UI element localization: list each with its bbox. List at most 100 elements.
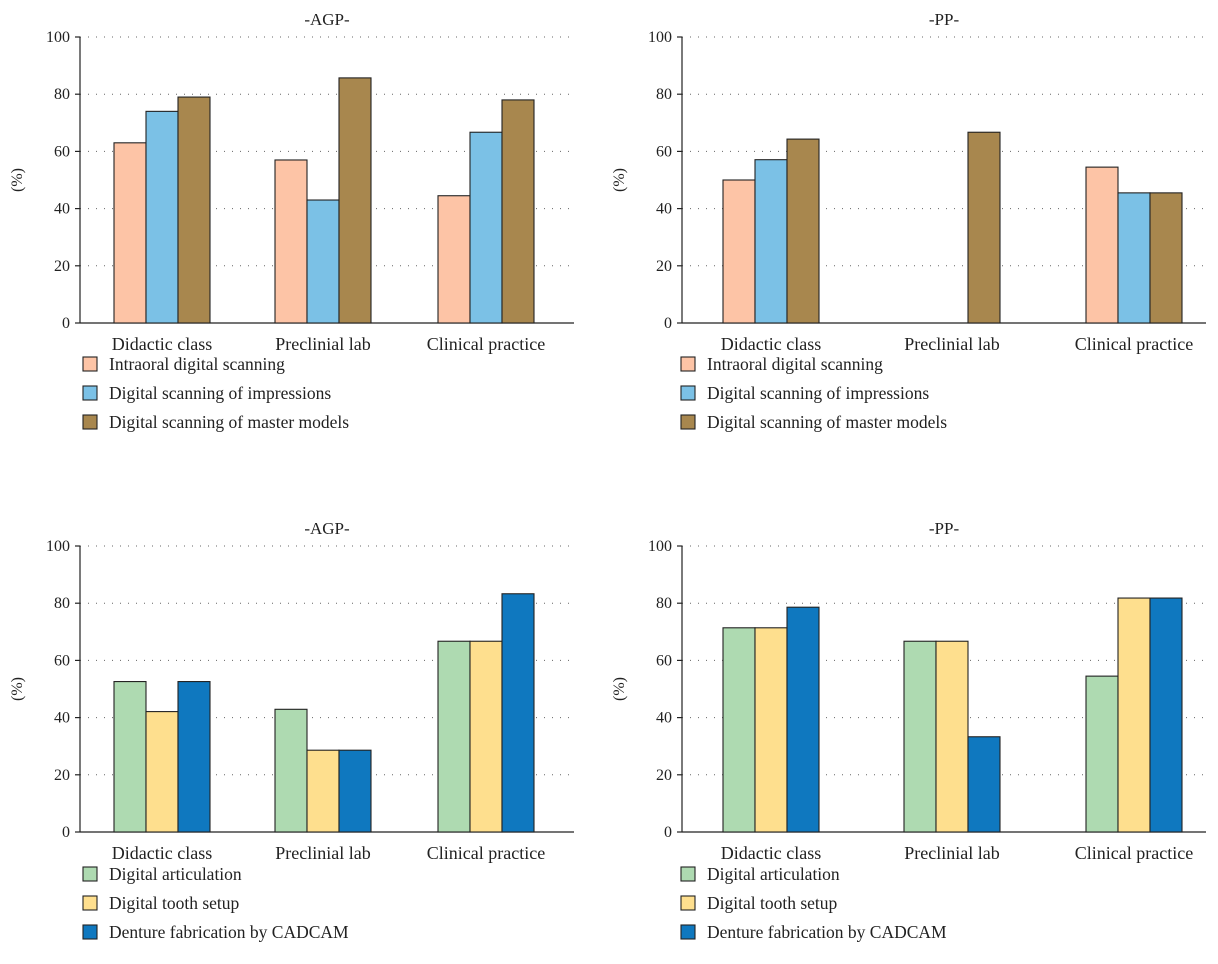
y-tick-label: 20	[54, 258, 70, 275]
legend-swatch	[680, 895, 696, 911]
chart-panel-2: -PP- 0 20 40 60 80 100 (%) Didactic class Preclin…	[611, 10, 1206, 432]
y-tick-label: 100	[648, 538, 672, 555]
y-tick-label: 0	[62, 824, 70, 841]
y-tick-label: 100	[46, 538, 70, 555]
x-category-label: Didactic class	[112, 334, 212, 354]
bar-digital-scanning-of-master-models-1	[338, 77, 372, 324]
y-tick-label: 60	[54, 652, 70, 669]
y-tick-label: 20	[656, 258, 672, 275]
y-tick-label: 20	[54, 767, 70, 784]
x-category-label: Didactic class	[112, 843, 212, 863]
y-tick-label: 80	[656, 595, 672, 612]
legend-label: Digital tooth setup	[109, 893, 240, 913]
legend-label: Digital scanning of impressions	[707, 383, 929, 403]
bar-denture-fabrication-by-cadcam-0	[177, 681, 211, 833]
legend-swatch	[680, 385, 696, 401]
bar-digital-articulation-1	[903, 640, 937, 833]
legend-label: Digital scanning of impressions	[109, 383, 331, 403]
y-tick-label: 40	[54, 710, 70, 727]
chart-panel-1: -AGP- 0 20 40 60 80 100 (%) Didactic class Precli…	[9, 10, 574, 432]
bar-digital-tooth-setup-1	[935, 640, 969, 833]
legend-label: Denture fabrication by CADCAM	[707, 922, 947, 942]
bar-intraoral-digital-scanning-0	[113, 142, 147, 324]
y-tick-label: 40	[656, 201, 672, 218]
x-category-label: Clinical practice	[427, 843, 545, 863]
legend-label: Intraoral digital scanning	[707, 354, 883, 374]
bar-digital-scanning-of-master-models-2	[501, 99, 535, 324]
y-tick-label: 80	[54, 595, 70, 612]
y-tick-label: 60	[656, 652, 672, 669]
chart-title: -AGP-	[304, 519, 350, 538]
y-axis-label: (%)	[611, 677, 628, 701]
y-tick-label: 20	[656, 767, 672, 784]
legend-label: Digital scanning of master models	[109, 412, 349, 432]
legend-swatch	[680, 414, 696, 430]
bar-digital-tooth-setup-0	[145, 711, 179, 833]
y-axis-label: (%)	[611, 168, 628, 192]
legend-swatch	[680, 356, 696, 372]
bar-digital-scanning-of-master-models-2	[1149, 192, 1183, 324]
x-category-label: Clinical practice	[1075, 334, 1193, 354]
bar-intraoral-digital-scanning-2	[1085, 166, 1119, 324]
legend-label: Denture fabrication by CADCAM	[109, 922, 349, 942]
y-tick-label: 0	[664, 315, 672, 332]
bar-digital-articulation-2	[1085, 675, 1119, 833]
y-tick-label: 80	[54, 86, 70, 103]
bar-digital-articulation-2	[437, 640, 471, 833]
x-category-label: Preclinial lab	[275, 334, 370, 354]
y-tick-label: 100	[648, 29, 672, 46]
bar-denture-fabrication-by-cadcam-2	[501, 593, 535, 833]
y-tick-label: 100	[46, 29, 70, 46]
y-axis-label: (%)	[9, 677, 26, 701]
bar-digital-tooth-setup-0	[754, 627, 788, 833]
chart-title: -PP-	[929, 10, 960, 29]
legend-swatch	[82, 924, 98, 940]
x-category-label: Preclinial lab	[904, 334, 999, 354]
y-tick-label: 60	[656, 143, 672, 160]
y-tick-label: 0	[664, 824, 672, 841]
x-category-label: Didactic class	[721, 334, 821, 354]
y-axis-label: (%)	[9, 168, 26, 192]
bar-digital-tooth-setup-1	[306, 749, 340, 833]
bar-denture-fabrication-by-cadcam-1	[338, 749, 372, 833]
bar-digital-articulation-0	[113, 681, 147, 833]
legend-label: Digital tooth setup	[707, 893, 838, 913]
bar-denture-fabrication-by-cadcam-1	[967, 736, 1001, 833]
bar-digital-scanning-of-impressions-1	[306, 199, 340, 324]
x-category-label: Clinical practice	[427, 334, 545, 354]
bar-digital-tooth-setup-2	[469, 640, 503, 833]
x-category-label: Clinical practice	[1075, 843, 1193, 863]
x-category-label: Preclinial lab	[904, 843, 999, 863]
legend-swatch	[82, 895, 98, 911]
x-category-label: Preclinial lab	[275, 843, 370, 863]
bar-digital-scanning-of-impressions-2	[469, 131, 503, 324]
legend-label: Digital articulation	[109, 864, 242, 884]
bar-digital-scanning-of-master-models-0	[177, 96, 211, 324]
y-tick-label: 60	[54, 143, 70, 160]
bar-digital-tooth-setup-2	[1117, 597, 1151, 833]
bar-digital-scanning-of-impressions-0	[145, 110, 179, 324]
legend-swatch	[680, 866, 696, 882]
chart-title: -PP-	[929, 519, 960, 538]
bar-digital-scanning-of-master-models-1	[967, 131, 1001, 324]
bar-digital-articulation-0	[722, 627, 756, 833]
bar-intraoral-digital-scanning-1	[274, 159, 308, 324]
legend-label: Intraoral digital scanning	[109, 354, 285, 374]
bar-denture-fabrication-by-cadcam-2	[1149, 597, 1183, 833]
bar-denture-fabrication-by-cadcam-0	[786, 606, 820, 833]
y-tick-label: 80	[656, 86, 672, 103]
chart-panel-3: -AGP- 0 20 40 60 80 100 (%) Didactic class Precli…	[9, 519, 574, 942]
bar-digital-scanning-of-master-models-0	[786, 138, 820, 324]
y-tick-label: 40	[54, 201, 70, 218]
legend-swatch	[82, 356, 98, 372]
bar-intraoral-digital-scanning-0	[722, 179, 756, 324]
bar-intraoral-digital-scanning-2	[437, 195, 471, 324]
legend-swatch	[82, 414, 98, 430]
legend-swatch	[680, 924, 696, 940]
bar-digital-scanning-of-impressions-2	[1117, 192, 1151, 324]
bar-digital-articulation-1	[274, 708, 308, 833]
bar-digital-scanning-of-impressions-0	[754, 159, 788, 324]
legend-swatch	[82, 866, 98, 882]
chart-title: -AGP-	[304, 10, 350, 29]
